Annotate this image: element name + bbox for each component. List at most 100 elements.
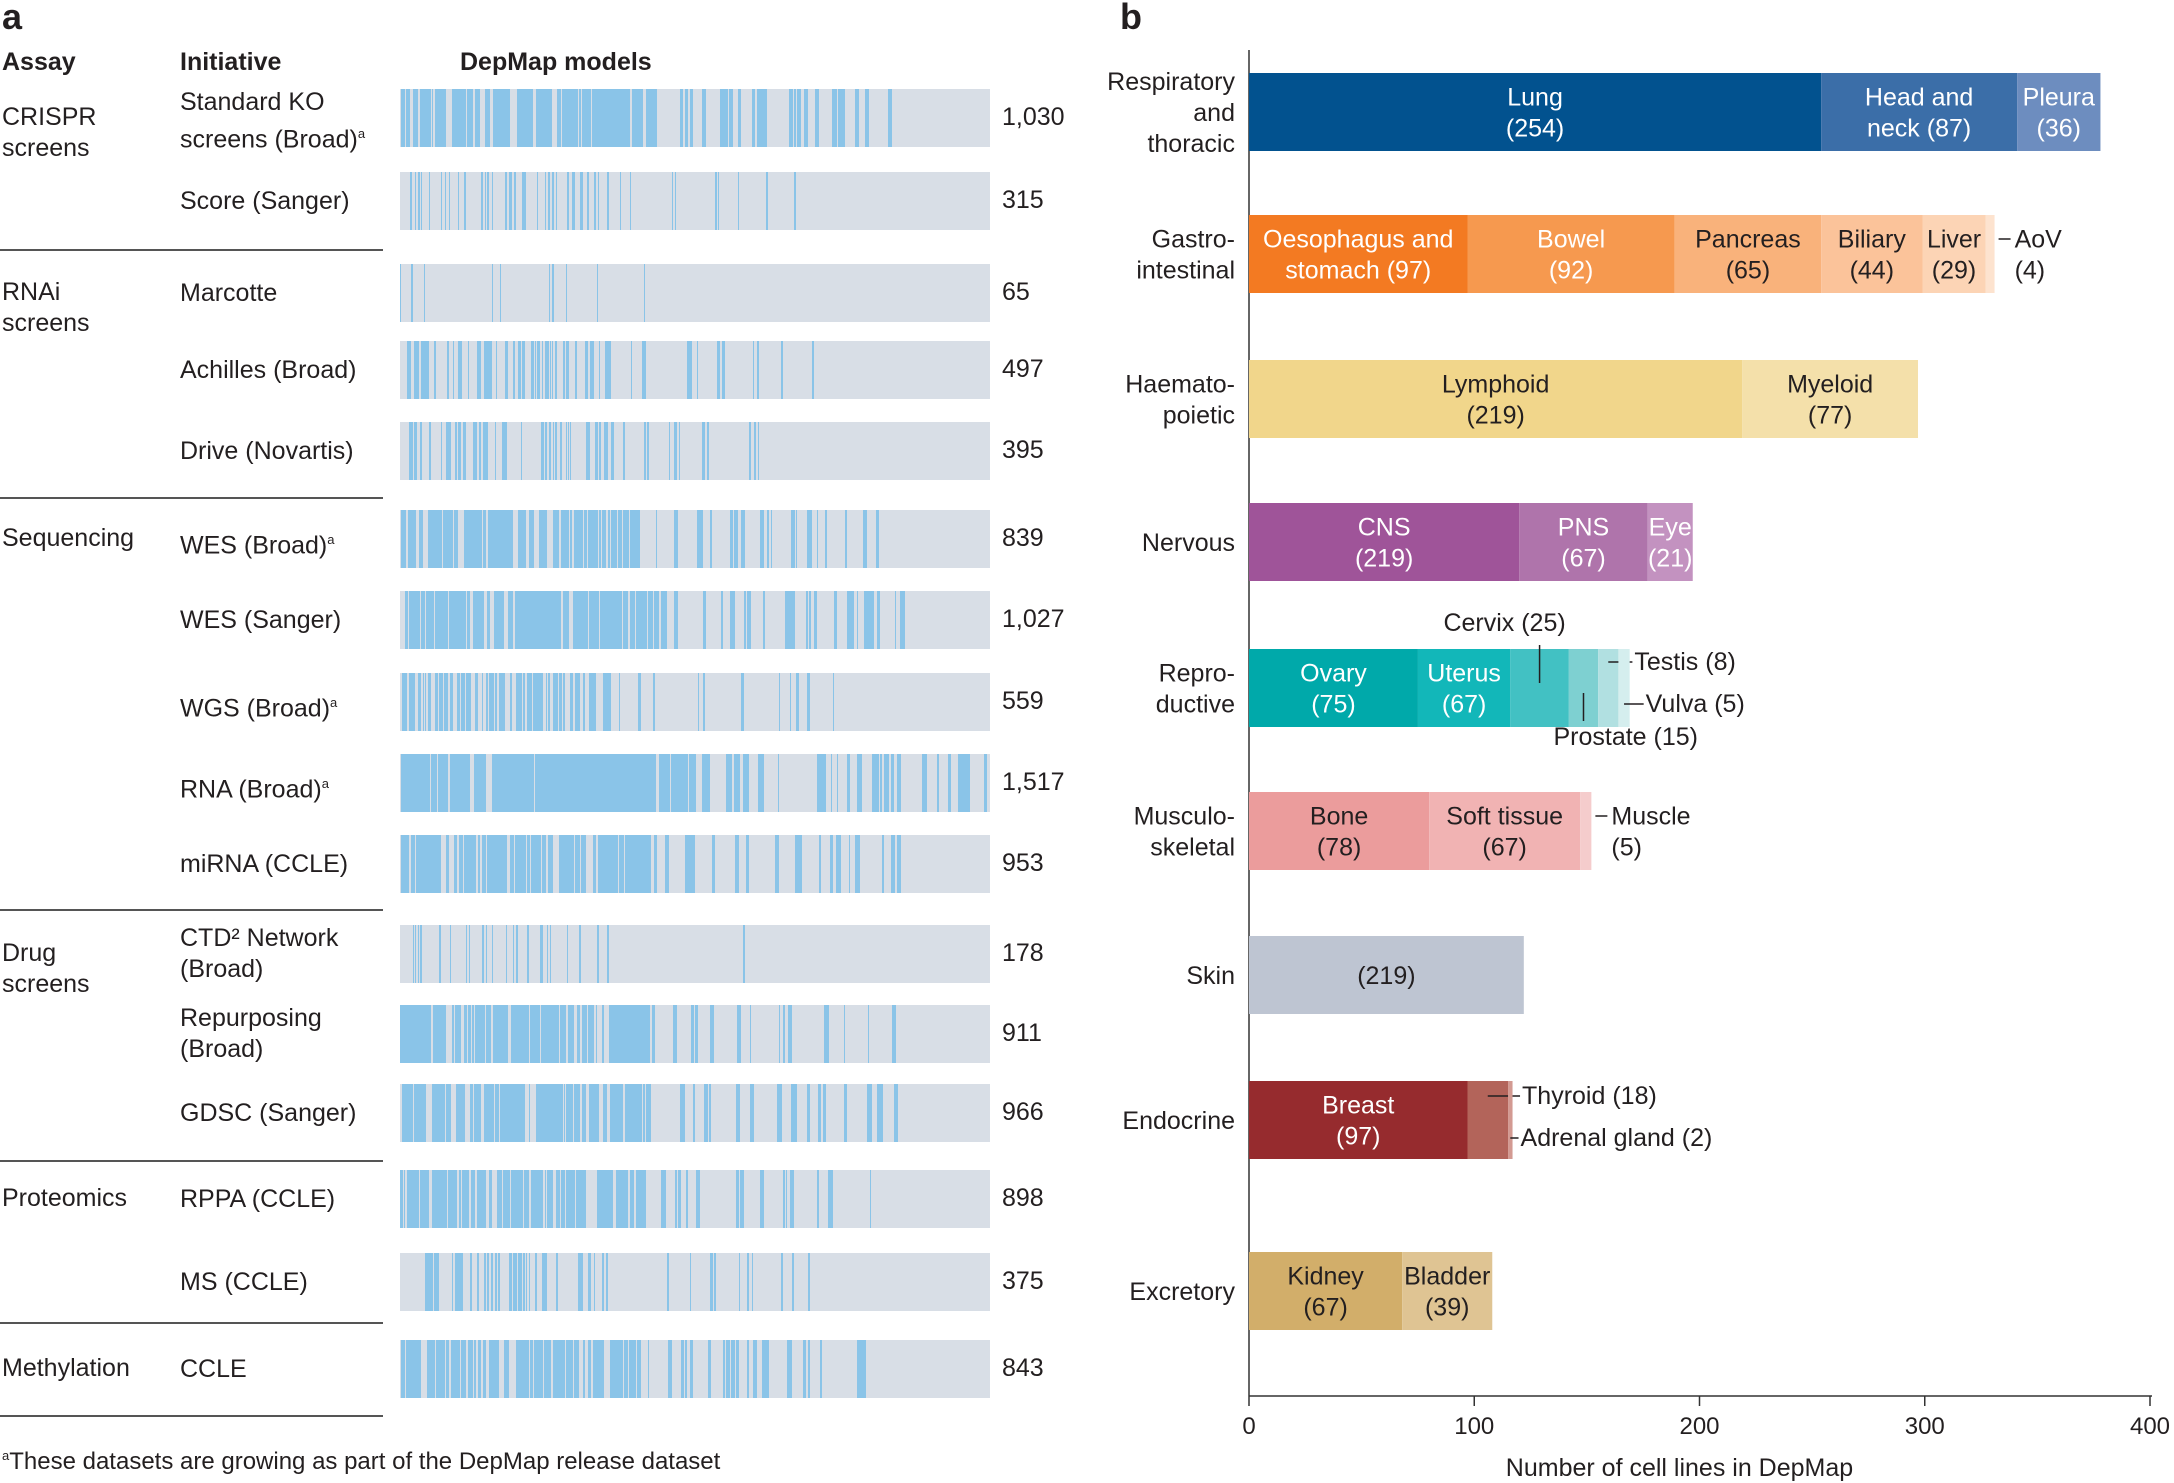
model-stripe [648,591,650,649]
model-stripe [576,510,578,568]
model-stripe [816,510,819,568]
panel-b-letter: b [1120,0,1142,37]
footnote-text: These datasets are growing as part of th… [9,1448,721,1475]
model-stripe [775,835,779,893]
model-stripe [707,1340,711,1398]
model-stripe [590,341,592,399]
model-stripe [433,510,436,568]
model-stripe [471,1170,475,1228]
model-stripe [636,754,640,812]
model-stripe [494,1340,497,1398]
callout-label: Vulva (5) [1646,690,1745,718]
callout-label: Adrenal gland (2) [1521,1124,1713,1152]
model-stripe [410,422,412,480]
model-stripe [615,1084,619,1142]
model-stripe [418,835,423,893]
model-stripe [601,1340,603,1398]
model-stripe [605,835,610,893]
model-stripe [488,89,490,147]
model-stripe [437,1084,440,1142]
model-stripe [485,673,488,731]
model-stripe [402,510,407,568]
model-stripe [535,341,537,399]
model-stripe [674,591,678,649]
model-stripe [538,754,545,812]
model-stripe [637,835,641,893]
model-stripe [604,673,607,731]
model-stripe [847,754,850,812]
model-stripe [595,510,598,568]
model-stripe [432,1005,436,1063]
model-stripe [514,172,516,230]
model-stripe [753,422,757,480]
model-stripe [790,510,793,568]
model-stripe [407,754,411,812]
model-stripe [820,1340,822,1398]
model-stripe [565,1340,570,1398]
model-stripe [679,1084,682,1142]
model-stripe [622,510,624,568]
model-stripe [489,1084,492,1142]
model-stripe [530,754,534,812]
model-stripe [466,673,470,731]
model-stripe [618,1084,623,1142]
model-stripe [608,1170,613,1228]
model-stripe [560,89,562,147]
model-stripe [420,591,425,649]
initiative-label: MS (CCLE) [180,1267,308,1296]
model-stripe [498,835,503,893]
model-stripe [439,925,441,983]
model-stripe [419,89,423,147]
model-stripe [625,89,630,147]
model-stripe [454,422,457,480]
model-stripe [459,341,462,399]
model-stripe [561,1170,566,1228]
model-count: 1,027 [1002,605,1065,633]
model-stripe [473,1340,477,1398]
model-stripe [645,1005,650,1063]
model-stripe [522,172,524,230]
model-stripe [521,341,524,399]
model-stripe [507,89,510,147]
model-stripe [420,422,422,480]
model-stripe [429,422,432,480]
model-stripe [848,835,851,893]
model-stripe [502,1005,505,1063]
model-stripe [406,341,409,399]
model-stripe [526,835,531,893]
model-stripe [588,1253,591,1311]
model-stripe [762,1340,766,1398]
model-stripe [607,510,610,568]
bar-segment-ovary [1249,649,1418,727]
model-coverage-bar [400,1084,990,1142]
model-stripe [703,422,706,480]
model-stripe [409,754,413,812]
model-stripe [446,835,450,893]
model-stripe [517,1253,520,1311]
model-stripe [515,835,520,893]
model-stripe [483,1170,487,1228]
model-stripe [504,341,508,399]
assay-label: Drug screens [2,939,90,998]
model-stripe [435,1253,438,1311]
model-stripe [408,510,412,568]
model-stripe [791,591,796,649]
model-stripe [608,591,613,649]
model-stripe [504,1340,506,1398]
model-stripe [474,754,479,812]
model-stripe [458,835,463,893]
model-stripe [780,1084,783,1142]
model-stripe [524,591,528,649]
bar-segment-liver [1922,215,1986,293]
model-stripe [493,1005,498,1063]
model-stripe [423,341,426,399]
model-stripe [670,1340,673,1398]
model-stripe [519,1170,522,1228]
model-stripe [445,591,448,649]
model-stripe [468,1340,473,1398]
model-stripe [574,1084,579,1142]
model-stripe [517,1084,520,1142]
model-stripe [527,673,530,731]
model-stripe [561,510,563,568]
model-stripe [845,510,848,568]
